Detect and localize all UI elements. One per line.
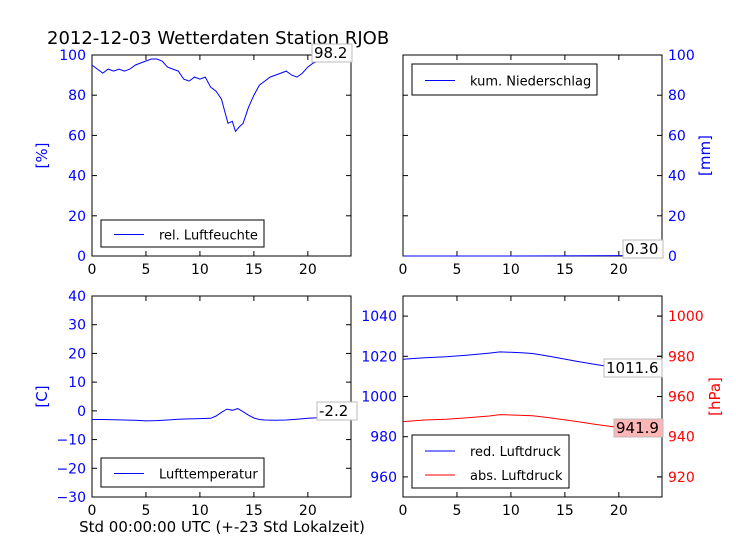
chart-panel-3: 0 5 10 15 20 −30 −20 −10 0 10 20 30 40 [C] -2.2 Lufttem… (33, 289, 358, 519)
last-value-box (316, 401, 358, 421)
y-tick-label: 960 (370, 470, 397, 486)
y-tick-label: 20 (68, 346, 86, 362)
y-tick-label: 100 (668, 48, 695, 64)
x-tick-label: 0 (88, 262, 97, 278)
y-tick-label: 0 (77, 249, 86, 265)
last-value-label: 0.30 (625, 240, 658, 258)
y-tick-label: 980 (370, 430, 397, 446)
y-tick-label: 1000 (361, 390, 397, 406)
series-line (402, 414, 663, 434)
y-axis-label: [%] (33, 143, 51, 169)
x-tick-label: 10 (502, 503, 520, 519)
x-tick-label: 5 (141, 262, 150, 278)
y-tick-label: −20 (56, 461, 86, 477)
x-tick-label: 15 (245, 262, 263, 278)
x-tick-label: 15 (245, 503, 263, 519)
y-tick-label: 30 (68, 318, 86, 334)
legend-frame (100, 457, 265, 488)
y-tick-label: 60 (68, 128, 86, 144)
legend: Lufttemperatur (100, 457, 265, 488)
legend-label: red. Luftdruck (470, 445, 561, 460)
x-tick-label: 0 (399, 503, 408, 519)
legend-label: kum. Niederschlag (470, 75, 591, 90)
x-tick-label: 10 (191, 262, 209, 278)
x-tick-label: 20 (610, 262, 628, 278)
last-value-box (622, 239, 664, 259)
y-tick-label: −10 (56, 433, 86, 449)
y-tick-label: 1040 (361, 309, 397, 325)
last-value-label: 98.2 (314, 44, 347, 62)
y-tick-label: 0 (668, 249, 677, 265)
y-tick-label: −30 (56, 490, 86, 506)
y-tick-label: 40 (68, 169, 86, 185)
y-tick-label: 80 (68, 88, 86, 104)
legend: rel. Luftfeuchte (100, 219, 265, 248)
y-axis-label: [C] (33, 385, 51, 407)
y-axis-label: [hPa] (706, 377, 724, 416)
x-tick-label: 15 (556, 262, 574, 278)
legend-label: rel. Luftfeuchte (159, 229, 258, 244)
y-tick-label: 100 (59, 48, 86, 64)
x-tick-label: 5 (452, 503, 461, 519)
legend-label: abs. Luftdruck (470, 469, 563, 484)
last-value-label: 1011.6 (606, 359, 659, 377)
x-tick-label: 20 (299, 503, 317, 519)
last-value-box (613, 418, 664, 438)
x-tick-label: 5 (141, 503, 150, 519)
x-tick-label: 10 (191, 503, 209, 519)
x-tick-label: 10 (502, 262, 520, 278)
y-right-tick-label: 940 (668, 430, 695, 446)
legend-frame (411, 63, 598, 96)
y-right-tick-label: 980 (668, 349, 695, 365)
y-right-tick-label: 1000 (668, 309, 704, 325)
y-tick-label: 20 (68, 209, 86, 225)
last-value-box (603, 358, 663, 378)
last-value-box (311, 43, 353, 63)
series-line (91, 58, 351, 133)
y-right-tick-label: 960 (668, 390, 695, 406)
y-tick-label: 1020 (361, 349, 397, 365)
x-tick-label: 20 (299, 262, 317, 278)
y-right-tick-label: 920 (668, 470, 695, 486)
y-tick-label: 20 (668, 209, 686, 225)
y-axis-label: [mm] (696, 135, 714, 176)
legend-frame (100, 219, 265, 248)
y-tick-label: 10 (68, 375, 86, 391)
x-tick-label: 20 (610, 503, 628, 519)
y-tick-label: 40 (68, 289, 86, 305)
y-tick-label: 60 (668, 128, 686, 144)
chart-title: 2012-12-03 Wetterdaten Station RJOB (47, 28, 389, 49)
chart-panel-2: 0 5 10 15 20 0 20 40 60 80 100 [mm] 0.30 kum. Nieders… (399, 48, 714, 278)
last-value-label: 941.9 (616, 419, 659, 437)
legend-label: Lufttemperatur (159, 468, 258, 483)
x-tick-label: 15 (556, 503, 574, 519)
x-tick-label: 0 (399, 262, 408, 278)
y-tick-label: 80 (668, 88, 686, 104)
chart-panel-4: 0 5 10 15 20 960 980 1000 1020 1040 920 940 960 980 10… (361, 295, 724, 519)
y-tick-label: 40 (668, 169, 686, 185)
series-line (92, 408, 351, 422)
legend-frame (411, 434, 570, 489)
legend: kum. Niederschlag (411, 63, 598, 96)
y-tick-label: 0 (77, 404, 86, 420)
last-value-label: -2.2 (319, 402, 348, 420)
legend: red. Luftdruck abs. Luftdruck (411, 434, 570, 489)
x-tick-label: 0 (88, 503, 97, 519)
x-tick-label: 5 (452, 262, 461, 278)
x-axis-label: Std 00:00:00 UTC (+-23 Std Lokalzeit) (79, 518, 365, 536)
chart-panel-1: 0 5 10 15 20 0 20 40 60 80 100 [%] 98.2 rel. Luftfeuc… (33, 43, 353, 278)
